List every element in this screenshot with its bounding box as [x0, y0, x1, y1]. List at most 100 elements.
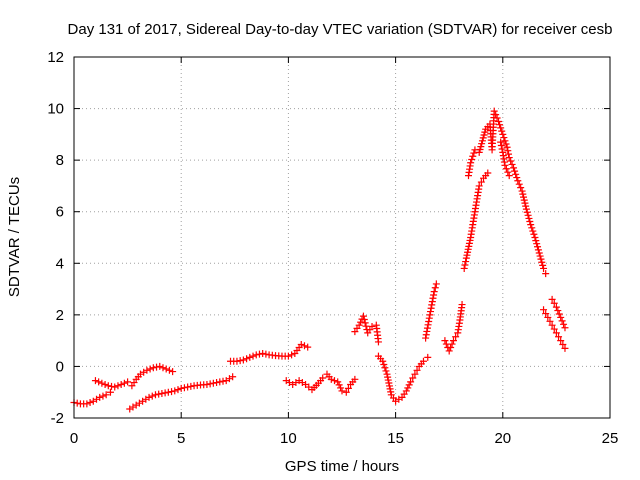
data-point: [532, 237, 540, 245]
data-point: [536, 252, 544, 260]
data-point: [520, 193, 528, 201]
data-point: [404, 384, 412, 392]
data-point: [300, 342, 308, 350]
data-point: [548, 295, 556, 303]
data-point: [155, 390, 163, 398]
x-tick-label: 15: [387, 430, 404, 447]
data-point: [216, 378, 224, 386]
x-tick-label: 5: [177, 430, 185, 447]
data-point: [452, 333, 460, 341]
data-point: [513, 174, 521, 182]
data-series-seg-l: [497, 138, 513, 180]
data-point: [334, 378, 342, 386]
data-point: [384, 376, 392, 384]
grid-lines: [74, 57, 610, 418]
x-tick-label: 0: [70, 430, 78, 447]
data-point: [458, 301, 466, 309]
data-point: [148, 392, 156, 400]
plot-frame: [73, 56, 611, 419]
data-point: [344, 384, 352, 392]
data-point: [462, 258, 470, 266]
data-series-seg-m: [540, 306, 569, 352]
data-point: [441, 337, 449, 345]
data-point: [511, 167, 519, 175]
data-point: [381, 364, 389, 372]
data-series-seg-n: [548, 295, 569, 332]
data-point: [484, 169, 492, 177]
data-point: [503, 143, 511, 151]
data-point: [156, 362, 164, 370]
data-point: [522, 202, 530, 210]
y-tick-label: 8: [56, 152, 64, 169]
data-point: [171, 387, 179, 395]
data-point: [98, 379, 106, 387]
data-point: [360, 315, 368, 323]
data-point: [419, 357, 427, 365]
data-point: [447, 344, 455, 352]
data-point: [108, 382, 116, 390]
data-point: [158, 390, 166, 398]
data-point: [284, 352, 292, 360]
y-tick-label: 4: [56, 255, 64, 272]
data-point: [146, 365, 154, 373]
data-point: [492, 111, 500, 119]
data-point: [461, 261, 469, 269]
y-axis-label: SDTVAR / TECUs: [6, 177, 23, 297]
data-point: [319, 374, 327, 382]
data-point: [426, 311, 434, 319]
data-point: [465, 239, 473, 247]
data-point: [490, 107, 498, 115]
data-point: [203, 380, 211, 388]
data-point: [177, 384, 185, 392]
data-point: [252, 351, 260, 359]
data-point: [469, 152, 477, 160]
data-point: [561, 344, 569, 352]
data-series-seg-e: [282, 370, 359, 396]
data-point: [445, 347, 453, 355]
data-series-seg-h: [422, 280, 440, 342]
data-point: [385, 382, 393, 390]
data-point: [428, 298, 436, 306]
data-point: [338, 387, 346, 395]
data-point: [409, 374, 417, 382]
data-point: [243, 355, 251, 363]
data-point: [405, 381, 413, 389]
data-point: [380, 360, 388, 368]
data-point: [550, 325, 558, 333]
y-tick-label: 10: [47, 101, 64, 118]
data-point: [102, 391, 110, 399]
data-point: [385, 379, 393, 387]
data-point: [297, 341, 305, 349]
data-point: [359, 312, 367, 320]
data-point: [431, 284, 439, 292]
data-point: [534, 243, 542, 251]
data-point: [351, 375, 359, 383]
data-point: [517, 184, 525, 192]
data-point: [342, 388, 350, 396]
data-point: [552, 303, 560, 311]
data-point: [497, 142, 505, 150]
x-axis-label: GPS time / hours: [285, 458, 399, 475]
data-point: [330, 377, 338, 385]
y-tick-label: 6: [56, 204, 64, 221]
data-point: [463, 251, 471, 259]
data-point: [304, 343, 312, 351]
data-point: [533, 240, 541, 248]
data-point: [520, 196, 528, 204]
data-point: [149, 364, 157, 372]
data-point: [383, 370, 391, 378]
data-point: [464, 245, 472, 253]
data-point: [91, 377, 99, 385]
data-point: [497, 138, 505, 146]
data-point: [219, 377, 227, 385]
data-point: [501, 137, 509, 145]
data-point: [180, 384, 188, 392]
data-point: [169, 368, 177, 376]
data-point: [86, 399, 94, 407]
data-point: [495, 117, 503, 125]
data-point: [255, 350, 263, 358]
data-point: [164, 388, 172, 396]
data-point: [379, 357, 387, 365]
data-point: [534, 246, 542, 254]
data-point: [246, 353, 254, 361]
